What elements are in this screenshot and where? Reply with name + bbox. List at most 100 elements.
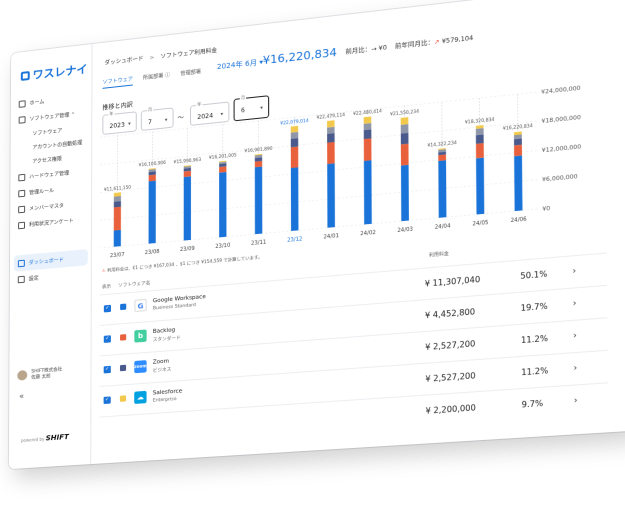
chevron-right-icon[interactable]: ›: [572, 266, 576, 276]
warning-icon: ⚠: [102, 268, 106, 273]
bar-segment-backlog: [514, 145, 522, 156]
bar-total-label: ¥22,479,114: [317, 112, 346, 120]
gridline: [100, 151, 537, 193]
bar-segment-zoom: [476, 134, 484, 143]
bar-segment-google-workspace: [327, 163, 335, 227]
bar-segment-zoom: [327, 133, 335, 143]
fee-percentage: 9.7%: [522, 399, 544, 410]
dashboard-icon: [18, 259, 25, 267]
software-name: Google Workspace: [153, 294, 206, 304]
software-plan: ビジネス: [153, 366, 172, 374]
rule-icon: [18, 189, 25, 197]
logo-mark-icon: [21, 71, 30, 81]
software-logo-icon: ☁: [134, 391, 146, 404]
bar-segment-google-workspace: [149, 181, 156, 244]
bar-total-label: ¥22,480,414: [353, 108, 382, 116]
year-over-year: 前年同月比：↗ ¥579,104: [395, 33, 473, 51]
breadcrumb-separator: >: [150, 55, 155, 62]
user-name: 佐藤 太郎: [31, 374, 50, 380]
bar-segment-salesforce: [514, 134, 522, 139]
bar-segment-backlog: [438, 154, 446, 161]
fee-percentage: 11.2%: [521, 366, 548, 378]
tab-managing-department[interactable]: 管理部署: [180, 68, 201, 80]
member-icon: [18, 205, 25, 213]
software-logo-icon: G: [134, 299, 146, 312]
bar-segment-salesforce: [114, 196, 121, 202]
powered-by-label: powered by: [21, 436, 44, 443]
fee-amount: ¥ 2,527,200: [425, 339, 475, 352]
sidebar-item-label: アクセス権限: [32, 155, 62, 165]
y-tick-label: ¥18,000,000: [541, 115, 581, 125]
checkbox[interactable]: ✓: [104, 305, 111, 313]
bar-segment-backlog: [327, 142, 335, 164]
sidebar-nav: ホーム ソフトウェア管理 ⌃ ソフトウェア アカウントの自動処理 アクセス権限 ハードウェ…: [10, 88, 93, 288]
yoy-value: ¥579,104: [442, 35, 474, 46]
gridline: [100, 121, 537, 165]
sidebar-item-label: 設定: [29, 274, 39, 282]
grid-icon: [19, 116, 26, 124]
gear-icon: [18, 275, 25, 283]
month-over-month: 前月比：→ ¥0: [345, 42, 387, 56]
tab-software[interactable]: ソフトウェア: [102, 75, 132, 88]
bar-segment-backlog: [114, 207, 121, 231]
bar-segment-backlog: [364, 138, 372, 161]
checkbox[interactable]: ✓: [104, 335, 111, 343]
col-display: 表示: [102, 283, 111, 290]
bar-segment-zoom: [255, 157, 262, 161]
x-tick-label: 23/10: [215, 243, 230, 251]
bar-segment-その他: [291, 126, 298, 133]
bar-segment-salesforce: [476, 128, 484, 135]
col-fee: 利用料金: [429, 251, 449, 259]
bar-segment-zoom: [291, 138, 298, 147]
app-logo[interactable]: ワスレナイ: [21, 61, 88, 84]
powered-brand: SHIFT: [46, 433, 69, 443]
checkbox[interactable]: ✓: [104, 396, 111, 404]
bar-segment-google-workspace: [364, 160, 372, 224]
bar-segment-google-workspace: [114, 230, 121, 247]
collapse-sidebar-icon[interactable]: «: [19, 391, 24, 400]
software-plan: Business Standard: [153, 303, 196, 312]
from-month-label: 月: [147, 106, 153, 113]
bar-segment-google-workspace: [291, 167, 299, 231]
bar-segment-google-workspace: [438, 160, 446, 218]
home-icon: [19, 100, 26, 108]
x-tick-label: 24/03: [397, 226, 413, 234]
sidebar-item-label: 利用状況アンケート: [29, 217, 74, 228]
breadcrumb-dashboard[interactable]: ダッシュボード: [105, 56, 144, 66]
chevron-down-icon: ▾: [260, 105, 263, 111]
software-name: Zoom: [153, 358, 169, 365]
checkbox[interactable]: ✓: [104, 366, 111, 374]
chevron-right-icon[interactable]: ›: [574, 395, 578, 405]
fee-percentage: 19.7%: [521, 301, 548, 313]
bar-segment-zoom: [364, 129, 372, 139]
chevron-right-icon[interactable]: ›: [573, 298, 577, 308]
col-software: ソフトウェア名: [118, 280, 150, 289]
bar-segment-salesforce: [401, 124, 409, 133]
chevron-right-icon[interactable]: ›: [573, 330, 577, 340]
sidebar: ワスレナイ ホーム ソフトウェア管理 ⌃ ソフトウェア アカウントの自動処理 アクセス権…: [9, 44, 93, 469]
sidebar-item-label: ハードウェア管理: [29, 169, 69, 180]
color-swatch: [120, 334, 126, 341]
x-tick-label: 23/07: [110, 252, 125, 259]
bar-segment-その他: [327, 120, 335, 127]
bar-segment-その他: [364, 116, 372, 123]
x-tick-label: 23/09: [180, 246, 195, 253]
avatar: [17, 370, 27, 381]
bar-segment-google-workspace: [514, 155, 522, 211]
logo-text: ワスレナイ: [33, 61, 88, 83]
y-tick-label: ¥6,000,000: [542, 174, 578, 184]
x-tick-label: 24/02: [360, 230, 376, 238]
sidebar-item-label: 管理ルール: [29, 186, 54, 195]
bar-segment-salesforce: [327, 127, 335, 134]
month-select[interactable]: 2024年 6月 ▾: [217, 57, 263, 72]
breadcrumb: ダッシュボード > ソフトウェア利用料金: [105, 46, 218, 67]
bar-segment-その他: [114, 192, 121, 196]
chevron-right-icon[interactable]: ›: [573, 363, 577, 373]
to-month-label: 月: [240, 95, 246, 102]
bar-segment-salesforce: [291, 132, 298, 139]
tab-department[interactable]: 所属部署 ⓘ: [143, 71, 170, 84]
bar-segment-google-workspace: [476, 158, 484, 215]
x-tick-label: 24/04: [435, 223, 451, 231]
user-profile[interactable]: SHIFT株式会社 佐藤 太郎: [17, 366, 62, 381]
software-logo-icon: zoom: [134, 360, 146, 373]
